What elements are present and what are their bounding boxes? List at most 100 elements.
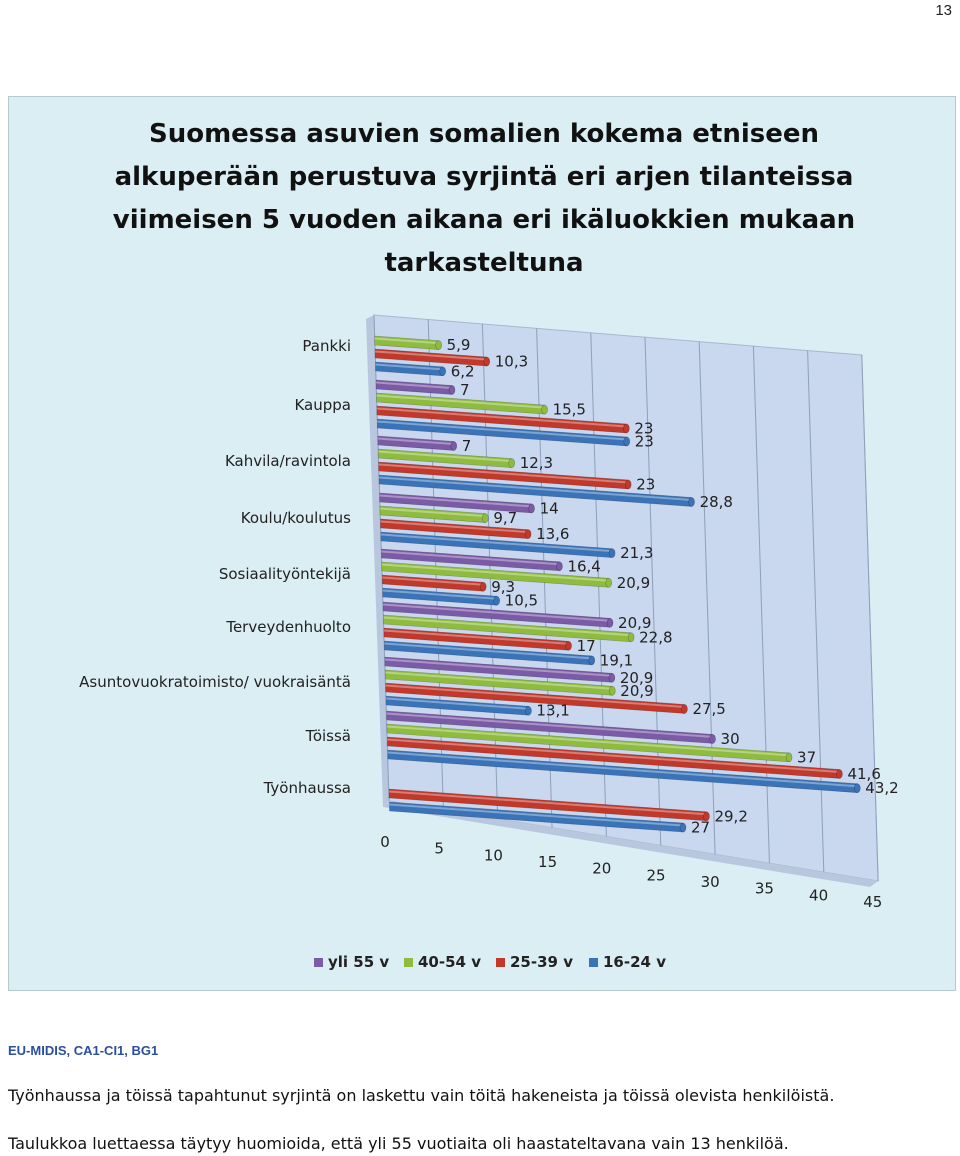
bar-highlight	[384, 642, 592, 660]
legend-swatch	[314, 958, 323, 967]
chart-title: Suomessa asuvien somalien kokema etnisee…	[69, 113, 899, 285]
bar-end-cap	[608, 548, 616, 558]
bar-highlight	[385, 671, 613, 690]
bar-end-cap	[508, 458, 515, 468]
chart-title-line-2: alkuperään perustuva syrjintä eri arjen …	[114, 162, 854, 192]
x-tick-label: 10	[484, 846, 503, 864]
value-label: 5,9	[447, 336, 471, 354]
bar-highlight	[375, 350, 487, 361]
value-label: 29,2	[714, 807, 747, 825]
bar-highlight	[385, 684, 685, 708]
bar-end-cap	[588, 655, 596, 666]
bar-highlight	[379, 494, 532, 508]
bar-end-cap	[623, 423, 630, 434]
bar-end-cap	[609, 686, 616, 696]
value-label: 13,1	[536, 702, 569, 720]
bar-end-cap	[450, 441, 458, 451]
bar-highlight	[376, 381, 452, 389]
chart-title-line-1: Suomessa asuvien somalien kokema etnisee…	[148, 119, 820, 149]
plot-side-wall	[366, 315, 389, 807]
value-label: 17	[577, 637, 596, 655]
bar-highlight	[383, 616, 632, 637]
bar-highlight	[381, 563, 609, 582]
bar-highlight	[379, 476, 692, 501]
legend-label: 16-24 v	[603, 953, 666, 971]
value-label: 14	[540, 499, 559, 517]
legend-swatch	[496, 958, 505, 967]
bar-end-cap	[836, 769, 843, 779]
value-label: 43,2	[865, 779, 898, 797]
chart-plot: 0 5 10 15 20 25 30 35 40 45 Pankki Kauppa Kahvila/ra…	[79, 314, 899, 971]
legend-swatch	[404, 958, 413, 967]
bar-highlight	[386, 697, 529, 710]
category-label: Terveydenhuolto	[225, 618, 351, 636]
bar-end-cap	[541, 404, 548, 415]
value-label: 23	[634, 419, 653, 437]
bar-highlight	[378, 450, 512, 463]
page-number: 13	[935, 2, 952, 19]
footnote-1: Työnhaussa ja töissä tapahtunut syrjintä…	[8, 1086, 835, 1105]
value-label: 6,2	[451, 362, 475, 380]
bar-highlight	[389, 790, 707, 816]
bar-highlight	[376, 407, 627, 428]
x-tick-label: 25	[646, 866, 665, 884]
value-label: 10,3	[495, 353, 528, 371]
bar-highlight	[384, 658, 612, 677]
chart-title-line-3: viimeisen 5 vuoden aikana eri ikäluokkie…	[112, 205, 856, 235]
x-tick-label: 35	[755, 880, 774, 898]
value-label: 20,9	[620, 682, 653, 700]
value-label: 20,9	[618, 614, 651, 632]
bar-end-cap	[709, 734, 716, 744]
category-label: Kahvila/ravintola	[225, 452, 351, 470]
bar-highlight	[387, 751, 858, 788]
bar-highlight	[380, 507, 486, 518]
bar-highlight	[389, 803, 683, 827]
bar-end-cap	[623, 436, 631, 447]
footnote-2: Taulukkoa luettaessa täytyy huomioida, e…	[8, 1134, 789, 1153]
bar-end-cap	[482, 513, 489, 523]
category-label: Asuntovuokratoimisto/ vuokraisäntä	[79, 673, 351, 691]
bar-end-cap	[483, 356, 491, 367]
value-label: 27,5	[692, 700, 725, 718]
bar-highlight	[382, 589, 497, 600]
bar-highlight	[380, 520, 529, 534]
x-tick-label: 15	[538, 853, 557, 871]
value-label: 20,9	[617, 574, 650, 592]
x-tick-label: 20	[592, 860, 611, 878]
x-tick-label: 30	[701, 873, 720, 891]
bar-highlight	[387, 738, 840, 773]
value-label: 41,6	[847, 765, 880, 783]
value-label: 12,3	[520, 454, 553, 472]
source-citation: EU-MIDIS, CA1-CI1, BG1	[8, 1043, 159, 1058]
legend-label: 25-39 v	[510, 953, 573, 971]
legend-label: yli 55 v	[328, 953, 389, 971]
gridline-45	[861, 354, 879, 882]
chart-title-line-4: tarkasteltuna	[384, 248, 584, 278]
x-tick-label: 40	[809, 886, 828, 904]
value-label: 22,8	[639, 628, 672, 646]
bar-highlight	[377, 437, 454, 445]
bar-highlight	[386, 712, 713, 738]
value-label: 7	[462, 437, 472, 455]
chart-frame: Suomessa asuvien somalien kokema etnisee…	[8, 96, 956, 991]
value-label: 27	[691, 819, 710, 837]
value-label: 9,7	[493, 509, 517, 527]
value-label: 10,5	[505, 592, 538, 610]
bar-end-cap	[565, 640, 572, 651]
bar-end-cap	[605, 578, 613, 588]
plot-floor	[383, 801, 879, 887]
bar-end-cap	[785, 752, 793, 763]
value-label: 28,8	[700, 493, 733, 511]
bar-end-cap	[435, 340, 442, 350]
legend-swatch	[589, 958, 598, 967]
category-label: Sosiaalityöntekijä	[219, 565, 351, 583]
category-label: Koulu/koulutus	[241, 509, 351, 527]
category-label: Kauppa	[294, 396, 351, 414]
bar-end-cap	[439, 366, 447, 377]
bar-end-cap	[528, 503, 535, 514]
bar-end-cap	[624, 479, 632, 490]
bar-end-cap	[854, 783, 861, 793]
bar-end-cap	[606, 618, 614, 628]
bar-end-cap	[479, 581, 487, 592]
bar-end-cap	[493, 595, 500, 606]
